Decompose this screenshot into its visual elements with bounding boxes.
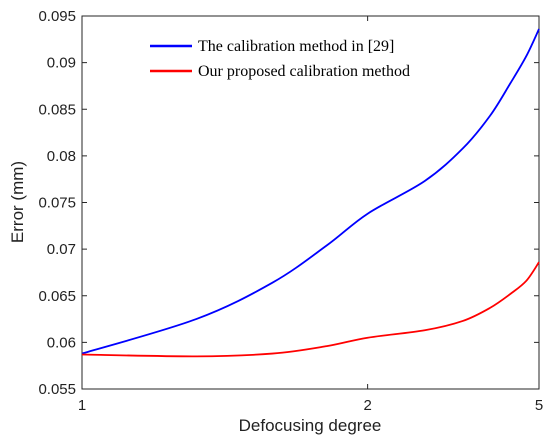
series-lines xyxy=(81,28,540,358)
x-axis: 1 2 5 xyxy=(78,16,543,414)
y-tick-label: 0.07 xyxy=(47,241,76,258)
series-line-0 xyxy=(81,28,540,355)
y-tick-label: 0.085 xyxy=(38,101,76,118)
y-axis-label: Error (mm) xyxy=(8,161,27,243)
plot-area xyxy=(81,15,540,390)
y-tick-label: 0.065 xyxy=(38,288,76,305)
series-line-1 xyxy=(81,261,540,358)
x-tick-label: 1 xyxy=(78,397,86,414)
y-tick-label: 0.055 xyxy=(38,381,76,398)
y-axis: 0.055 0.06 0.065 0.07 0.075 0.08 0.085 0.09 0.09… xyxy=(38,8,539,398)
y-tick-label: 0.09 xyxy=(47,55,76,72)
y-tick-label: 0.06 xyxy=(47,334,76,351)
x-tick-label: 2 xyxy=(363,397,371,414)
y-tick-label: 0.075 xyxy=(38,195,76,212)
legend: The calibration method in [29] Our propo… xyxy=(150,38,410,80)
x-axis-label: Defocusing degree xyxy=(239,416,382,435)
y-tick-label: 0.095 xyxy=(38,8,76,25)
legend-label-blue: The calibration method in [29] xyxy=(198,38,394,55)
y-tick-label: 0.08 xyxy=(47,148,76,165)
legend-label-red: Our proposed calibration method xyxy=(198,63,410,80)
x-tick-label: 5 xyxy=(535,397,543,414)
